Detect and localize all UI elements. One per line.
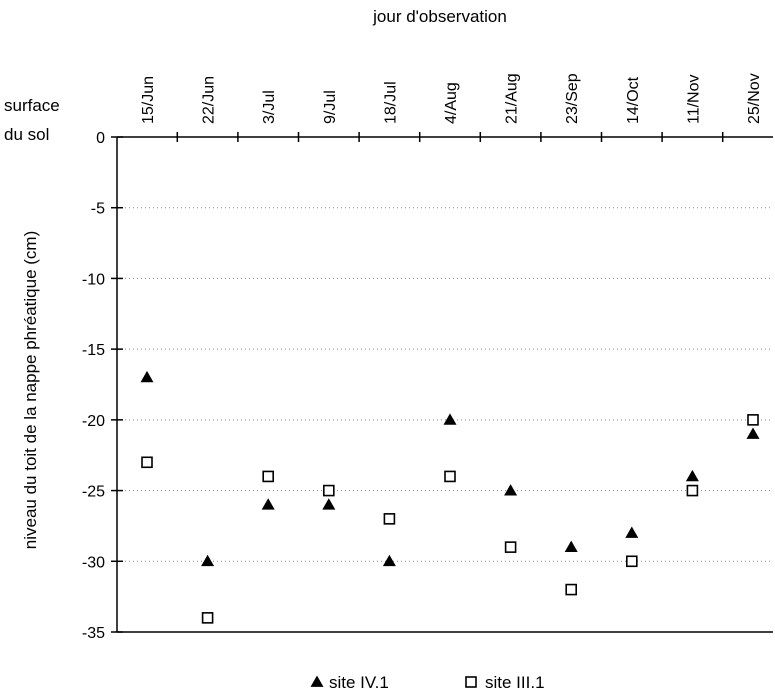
legend-label: site IV.1	[329, 673, 389, 692]
data-point-triangle	[564, 540, 578, 553]
data-point-square	[625, 555, 638, 568]
legend: site IV.1 site III.1	[310, 673, 545, 692]
x-tick-label: 22/Jun	[201, 76, 218, 124]
y-tick-label: -10	[82, 271, 105, 288]
data-point-triangle	[685, 469, 699, 482]
data-points	[140, 370, 760, 624]
data-point-triangle	[140, 370, 154, 383]
x-axis-title: jour d'observation	[372, 7, 507, 26]
data-point-square	[504, 541, 517, 553]
data-point-square	[262, 470, 275, 483]
data-point-triangle	[261, 498, 275, 510]
y-tick-label: -5	[91, 201, 105, 218]
axes	[111, 132, 773, 633]
data-point-square	[444, 470, 456, 483]
x-tick-label: 14/Oct	[625, 76, 642, 124]
x-tick-label: 21/Aug	[504, 73, 521, 124]
x-tick-label: 25/Nov	[746, 73, 763, 124]
x-tick-label: 9/Jul	[322, 90, 339, 124]
legend-label: site III.1	[485, 673, 545, 692]
y-tick-labels: 0 -5 -10 -15 -20 -25 -30 -35	[82, 130, 105, 642]
corner-label-line2: du sol	[4, 125, 49, 144]
y-tick-label: 0	[96, 130, 105, 147]
y-tick-label: -20	[82, 413, 105, 430]
data-point-triangle	[625, 526, 639, 538]
x-tick-labels: 15/Jun 22/Jun 3/Jul 9/Jul 18/Jul 4/Aug 21/Aug 2…	[140, 73, 763, 124]
data-point-square	[141, 456, 153, 469]
corner-label-line1: surface	[4, 96, 60, 115]
legend-marker-triangle	[310, 675, 324, 687]
data-point-triangle	[322, 498, 336, 510]
y-tick-label: -35	[82, 625, 105, 642]
data-point-square	[565, 583, 578, 596]
data-point-square	[322, 484, 335, 497]
y-tick-label: -15	[82, 342, 105, 359]
x-tick-label: 3/Jul	[261, 90, 278, 124]
y-tick-label: -30	[82, 554, 105, 571]
x-tick-label: 23/Sep	[564, 73, 581, 124]
data-point-triangle	[443, 413, 457, 425]
x-tick-label: 15/Jun	[140, 76, 157, 124]
y-axis-title: niveau du toit de la nappe phréatique (c…	[21, 231, 40, 549]
data-point-triangle	[382, 554, 396, 567]
y-tick-label: -25	[82, 484, 105, 501]
data-point-triangle	[504, 484, 518, 496]
data-point-square	[201, 612, 214, 624]
legend-marker-square	[465, 676, 477, 688]
data-point-square	[747, 414, 759, 426]
data-point-triangle	[201, 554, 215, 567]
data-point-triangle	[746, 427, 760, 439]
data-point-square	[686, 484, 699, 497]
x-tick-label: 4/Aug	[443, 82, 460, 124]
data-point-square	[383, 513, 396, 525]
grid	[117, 207, 773, 562]
x-tick-label: 11/Nov	[685, 74, 702, 124]
x-tick-label: 18/Jul	[382, 81, 399, 124]
